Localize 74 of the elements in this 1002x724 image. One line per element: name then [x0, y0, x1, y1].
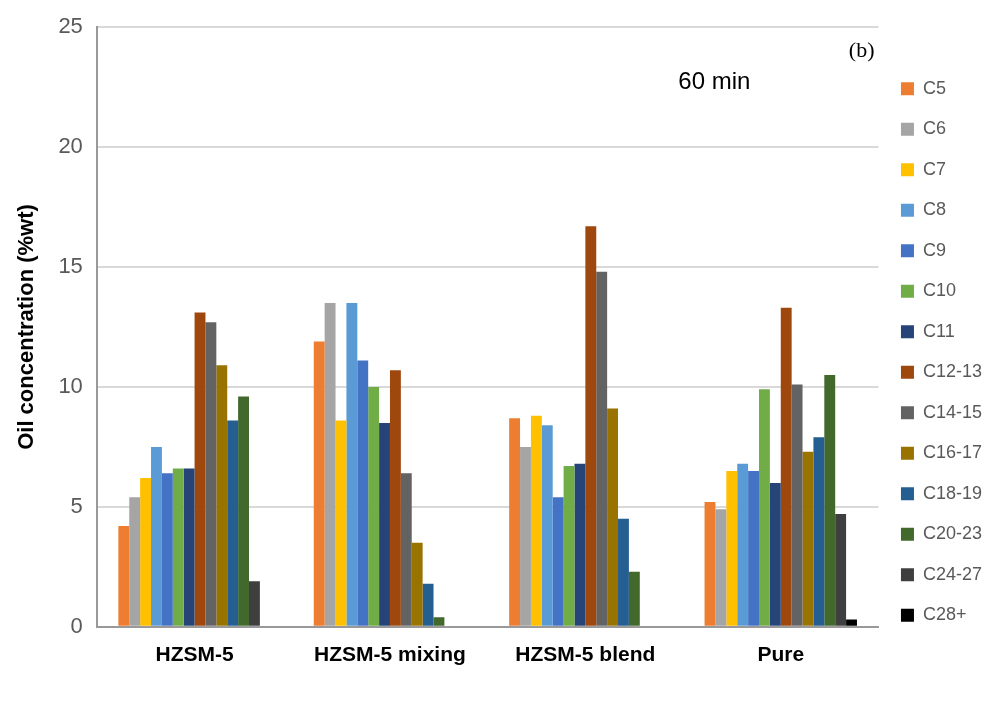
bar	[216, 365, 228, 626]
bar	[563, 466, 575, 626]
y-tick-label: 5	[70, 492, 83, 518]
x-tick-label: HZSM-5	[155, 642, 234, 666]
legend-label: C5	[922, 77, 946, 98]
bar	[802, 451, 814, 626]
x-tick-label: Pure	[757, 642, 805, 666]
bar	[541, 425, 553, 626]
bar	[824, 374, 836, 626]
legend-label: C7	[922, 158, 946, 179]
legend-label: C14-15	[922, 401, 983, 422]
bar	[585, 226, 597, 626]
bar	[400, 473, 412, 626]
bar	[737, 463, 749, 626]
y-tick-label: 20	[58, 133, 83, 159]
bar	[769, 482, 781, 626]
bar	[205, 322, 217, 626]
bar	[758, 389, 770, 626]
bar	[607, 408, 619, 626]
bar	[509, 418, 521, 626]
bar	[368, 386, 380, 626]
y-axis-title: Oil concentration (%wt)	[13, 204, 39, 450]
y-tick-label: 10	[58, 373, 83, 399]
bar	[172, 468, 184, 626]
bar	[835, 514, 847, 626]
legend-label: C6	[922, 118, 946, 139]
bar	[161, 473, 173, 626]
bar	[238, 396, 249, 626]
bar	[389, 370, 401, 626]
y-tick-label: 25	[58, 13, 83, 39]
bar	[791, 384, 803, 626]
bar	[530, 415, 542, 626]
bar	[552, 497, 564, 626]
legend-label: C18-19	[922, 482, 983, 503]
bar	[748, 470, 759, 626]
x-tick-label: HZSM-5 blend	[515, 642, 656, 666]
bar	[194, 312, 206, 626]
bar	[704, 502, 716, 626]
bar	[118, 526, 130, 626]
bar	[574, 463, 586, 626]
legend-label: C9	[922, 239, 946, 260]
bar	[313, 341, 325, 626]
legend-label: C10	[922, 280, 956, 301]
bar	[335, 420, 347, 626]
bar	[726, 470, 738, 626]
bar	[411, 542, 423, 626]
bar	[813, 437, 825, 626]
bar	[357, 360, 369, 626]
y-tick-label: 0	[70, 612, 83, 638]
legend-label: C12-13	[922, 361, 983, 382]
legend-label: C8	[922, 199, 946, 220]
legend-label: C20-23	[922, 523, 983, 544]
legend-label: C28+	[922, 604, 967, 625]
legend-label: C24-27	[922, 563, 983, 584]
bar	[183, 468, 195, 626]
x-tick-label: HZSM-5 mixing	[314, 642, 466, 666]
bar	[346, 303, 358, 626]
bar	[780, 307, 792, 626]
bar	[596, 271, 608, 626]
legend-label: C11	[922, 320, 955, 341]
bar	[618, 518, 629, 626]
bar	[379, 422, 390, 626]
bar	[151, 446, 162, 626]
bar	[433, 617, 445, 626]
bar	[422, 583, 434, 626]
bar	[846, 619, 857, 626]
bar	[249, 581, 260, 626]
bar	[227, 420, 239, 626]
annotation: (b)	[848, 37, 875, 63]
y-tick-label: 15	[58, 253, 83, 279]
annotation: 60 min	[678, 67, 751, 95]
bar	[140, 478, 152, 626]
legend-label: C16-17	[922, 442, 983, 463]
bar	[628, 571, 640, 626]
